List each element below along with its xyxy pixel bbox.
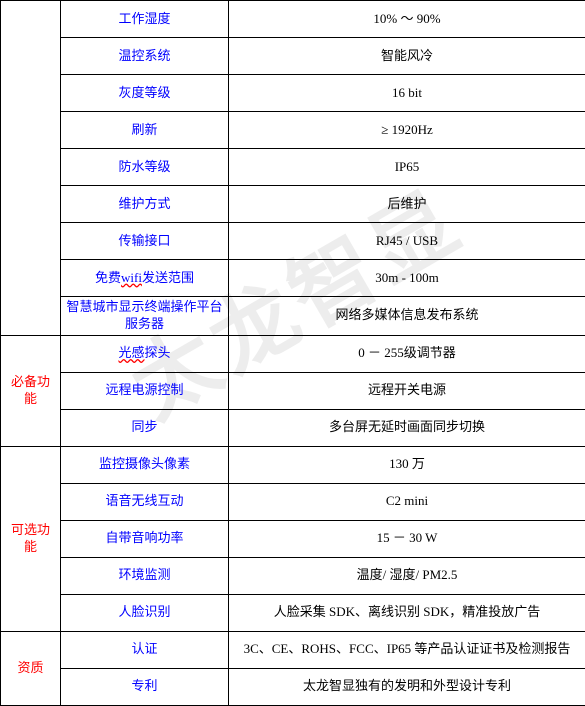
table-row: 温控系统 智能风冷: [1, 38, 585, 75]
param-cell: 防水等级: [61, 149, 229, 186]
param-cell: 语音无线互动: [61, 483, 229, 520]
category-cell-qualification: 资质: [1, 631, 61, 705]
param-cell: 人脸识别: [61, 594, 229, 631]
table-row: 环境监测 温度/ 湿度/ PM2.5: [1, 557, 585, 594]
table-row: 免费wifi发送范围 30m - 100m: [1, 260, 585, 297]
param-cell: 认证: [61, 631, 229, 668]
table-row: 语音无线互动 C2 mini: [1, 483, 585, 520]
param-cell: 智慧城市显示终端操作平台服务器: [61, 297, 229, 336]
param-cell: 光感探头: [61, 335, 229, 372]
table-row: 同步 多台屏无延时画面同步切换: [1, 409, 585, 446]
param-cell: 专利: [61, 668, 229, 705]
table-row: 必备功能 光感探头 0 － 255级调节器: [1, 335, 585, 372]
spec-table: 工作湿度 10% ～ 90% 温控系统 智能风冷 灰度等级 16 bit 刷新 …: [0, 0, 585, 706]
category-cell-blank: [1, 1, 61, 336]
value-cell: 多台屏无延时画面同步切换: [229, 409, 585, 446]
param-cell: 监控摄像头像素: [61, 446, 229, 483]
table-row: 专利 太龙智显独有的发明和外型设计专利: [1, 668, 585, 705]
value-cell: 30m - 100m: [229, 260, 585, 297]
table-row: 智慧城市显示终端操作平台服务器 网络多媒体信息发布系统: [1, 297, 585, 336]
category-cell-optional: 可选功能: [1, 446, 61, 631]
param-cell: 工作湿度: [61, 1, 229, 38]
value-cell: IP65: [229, 149, 585, 186]
param-cell: 环境监测: [61, 557, 229, 594]
value-cell: 太龙智显独有的发明和外型设计专利: [229, 668, 585, 705]
param-text: 发送范围: [142, 270, 194, 285]
param-cell: 远程电源控制: [61, 372, 229, 409]
value-cell: 后维护: [229, 186, 585, 223]
value-cell: 15 － 30 W: [229, 520, 585, 557]
table-row: 可选功能 监控摄像头像素 130 万: [1, 446, 585, 483]
param-text-underlined: 光感: [118, 345, 144, 360]
table-row: 人脸识别 人脸采集 SDK、离线识别 SDK，精准投放广告: [1, 594, 585, 631]
table-row: 灰度等级 16 bit: [1, 75, 585, 112]
value-cell: 智能风冷: [229, 38, 585, 75]
table-row: 防水等级 IP65: [1, 149, 585, 186]
table-row: 工作湿度 10% ～ 90%: [1, 1, 585, 38]
param-text: 探头: [145, 345, 171, 360]
value-cell: C2 mini: [229, 483, 585, 520]
param-cell: 温控系统: [61, 38, 229, 75]
param-cell: 传输接口: [61, 223, 229, 260]
table-row: 刷新 ≥ 1920Hz: [1, 112, 585, 149]
value-cell: 0 － 255级调节器: [229, 335, 585, 372]
category-cell-required: 必备功能: [1, 335, 61, 446]
value-cell: 人脸采集 SDK、离线识别 SDK，精准投放广告: [229, 594, 585, 631]
table-row: 传输接口 RJ45 / USB: [1, 223, 585, 260]
table-row: 远程电源控制 远程开关电源: [1, 372, 585, 409]
table-row: 资质 认证 3C、CE、ROHS、FCC、IP65 等产品认证证书及检测报告: [1, 631, 585, 668]
param-cell: 灰度等级: [61, 75, 229, 112]
param-cell: 维护方式: [61, 186, 229, 223]
value-cell: 远程开关电源: [229, 372, 585, 409]
value-cell: ≥ 1920Hz: [229, 112, 585, 149]
value-cell: 3C、CE、ROHS、FCC、IP65 等产品认证证书及检测报告: [229, 631, 585, 668]
value-cell: 温度/ 湿度/ PM2.5: [229, 557, 585, 594]
value-cell: 网络多媒体信息发布系统: [229, 297, 585, 336]
param-text-underlined: wifi: [121, 270, 142, 285]
value-cell: RJ45 / USB: [229, 223, 585, 260]
param-cell: 同步: [61, 409, 229, 446]
table-row: 维护方式 后维护: [1, 186, 585, 223]
param-text: 免费: [95, 270, 121, 285]
value-cell: 130 万: [229, 446, 585, 483]
param-cell: 自带音响功率: [61, 520, 229, 557]
param-cell: 免费wifi发送范围: [61, 260, 229, 297]
table-row: 自带音响功率 15 － 30 W: [1, 520, 585, 557]
param-cell: 刷新: [61, 112, 229, 149]
value-cell: 10% ～ 90%: [229, 1, 585, 38]
value-cell: 16 bit: [229, 75, 585, 112]
